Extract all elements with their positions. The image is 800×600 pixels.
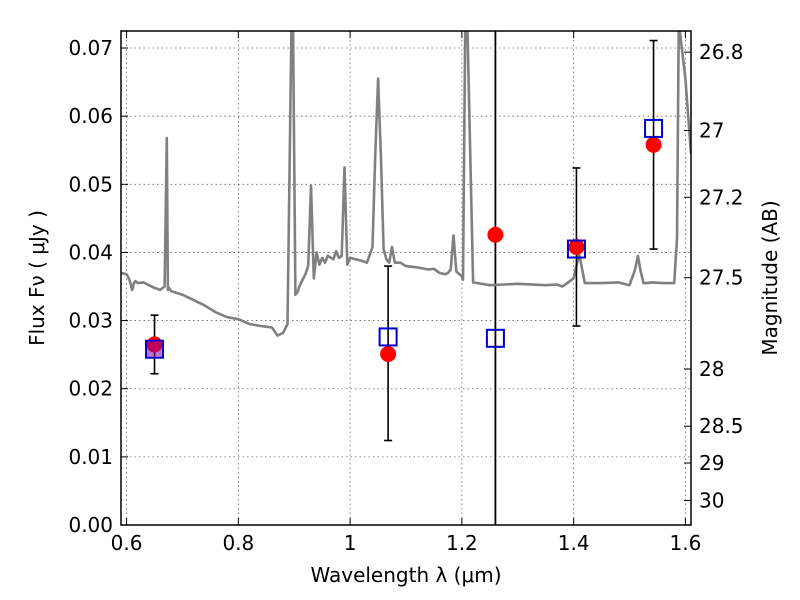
data-point-square — [485, 328, 505, 348]
overlap-highlight — [147, 341, 163, 357]
data-point-circle — [568, 238, 585, 255]
y-tick-label: 0.07 — [68, 36, 113, 60]
tick-layer: 0.6 0.8 1 1.2 1.4 1.6 0.00 0.01 0.02 0.03 0.04 0.05… — [68, 31, 744, 555]
data-point-square — [378, 327, 398, 347]
data-point-square — [644, 118, 664, 138]
y2-axis-label: Magnitude (AB) — [758, 200, 782, 355]
y-axis-label: Flux Fν ( μJy ) — [25, 210, 49, 346]
mag-tick-label: 26.8 — [699, 40, 744, 64]
mag-tick-label: 29 — [699, 451, 724, 475]
data-layer — [121, 31, 691, 525]
mag-tick-label: 27.5 — [699, 266, 744, 290]
y-tick-label: 0.00 — [68, 513, 113, 537]
spectrum-line — [121, 31, 691, 337]
data-point-square — [145, 339, 165, 359]
x-tick-label: 1 — [344, 531, 357, 555]
mag-tick-label: 30 — [699, 488, 724, 512]
y-tick-label: 0.02 — [68, 377, 113, 401]
mag-tick-label: 28 — [699, 357, 724, 381]
data-point-square — [566, 239, 586, 259]
x-axis-label: Wavelength λ (μm) — [310, 563, 501, 587]
data-point-circle — [380, 345, 397, 362]
y-tick-label: 0.01 — [68, 445, 113, 469]
grid-layer — [121, 31, 691, 525]
y-tick-label: 0.05 — [68, 172, 113, 196]
mag-tick-label: 27 — [699, 118, 724, 142]
x-tick-label: 0.6 — [111, 531, 143, 555]
x-tick-label: 0.8 — [222, 531, 254, 555]
x-tick-label: 1.4 — [558, 531, 590, 555]
y-tick-label: 0.06 — [68, 104, 113, 128]
mag-tick-label: 27.2 — [699, 185, 744, 209]
data-point-circle — [645, 136, 662, 153]
x-tick-label: 1.2 — [446, 531, 478, 555]
data-point-circle — [487, 226, 504, 243]
mag-tick-label: 28.5 — [699, 414, 744, 438]
x-tick-label: 1.6 — [670, 531, 702, 555]
y-tick-label: 0.04 — [68, 240, 113, 264]
y-tick-label: 0.03 — [68, 309, 113, 333]
